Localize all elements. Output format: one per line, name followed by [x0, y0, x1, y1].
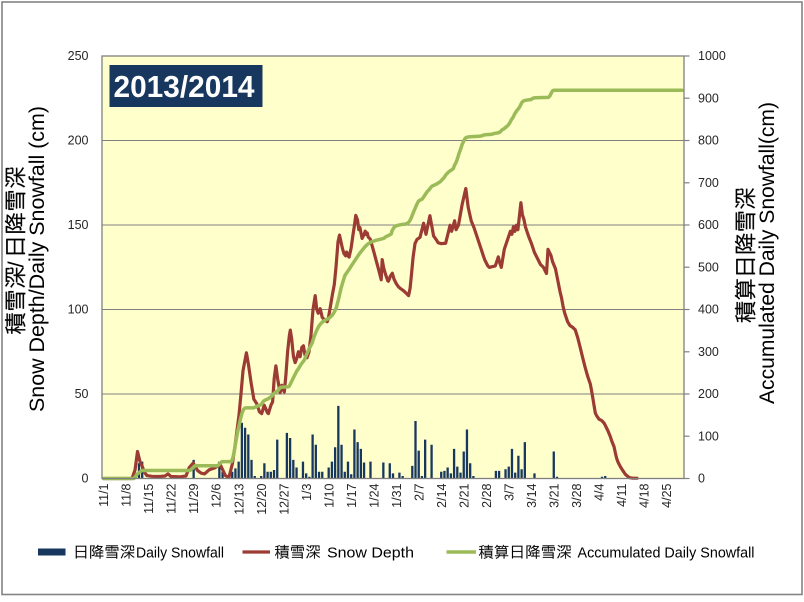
svg-text:1/24: 1/24 — [367, 483, 381, 507]
svg-text:400: 400 — [698, 303, 719, 317]
svg-text:11/8: 11/8 — [120, 483, 134, 506]
svg-text:4/18: 4/18 — [637, 483, 651, 507]
svg-text:250: 250 — [68, 49, 89, 63]
svg-text:12/20: 12/20 — [255, 483, 269, 514]
svg-text:2013/2014: 2013/2014 — [114, 70, 255, 104]
svg-text:3/28: 3/28 — [570, 483, 584, 507]
svg-text:Accumulated Daily Snowfall(cm): Accumulated Daily Snowfall(cm) — [756, 102, 779, 404]
svg-text:4/11: 4/11 — [615, 483, 629, 506]
svg-text:700: 700 — [698, 176, 719, 190]
svg-text:11/15: 11/15 — [142, 483, 156, 513]
svg-text:300: 300 — [698, 345, 719, 359]
svg-text:1000: 1000 — [698, 49, 726, 63]
svg-text:/: / — [4, 261, 29, 268]
svg-text:11/29: 11/29 — [187, 483, 201, 513]
svg-text:Snow Depth/Daily Snowfall (cm): Snow Depth/Daily Snowfall (cm) — [26, 106, 49, 412]
svg-text:11/22: 11/22 — [165, 483, 179, 513]
svg-text:3/7: 3/7 — [502, 483, 516, 500]
svg-text:900: 900 — [698, 92, 719, 106]
svg-text:800: 800 — [698, 134, 719, 148]
svg-text:600: 600 — [698, 218, 719, 232]
svg-text:500: 500 — [698, 260, 719, 274]
svg-text:12/6: 12/6 — [210, 483, 224, 507]
svg-text:4/4: 4/4 — [592, 483, 606, 500]
svg-text:50: 50 — [75, 387, 89, 401]
svg-text:0: 0 — [82, 472, 89, 486]
svg-text:2/14: 2/14 — [435, 483, 449, 507]
svg-text:200: 200 — [68, 134, 89, 148]
svg-text:Accumulated Daily Snowfall: Accumulated Daily Snowfall — [578, 546, 755, 562]
svg-text:1/10: 1/10 — [322, 483, 336, 507]
svg-text:2/28: 2/28 — [480, 483, 494, 507]
svg-text:3/21: 3/21 — [547, 483, 561, 507]
svg-text:1/31: 1/31 — [390, 483, 404, 507]
svg-text:2/7: 2/7 — [412, 483, 426, 500]
svg-text:4/25: 4/25 — [660, 483, 674, 507]
svg-text:2/21: 2/21 — [457, 483, 471, 507]
svg-text:11/1: 11/1 — [97, 483, 111, 506]
svg-text:100: 100 — [68, 303, 89, 317]
svg-text:100: 100 — [698, 429, 719, 443]
svg-text:12/27: 12/27 — [277, 483, 291, 514]
svg-text:3/14: 3/14 — [525, 483, 539, 507]
svg-text:200: 200 — [698, 387, 719, 401]
svg-text:1/3: 1/3 — [300, 483, 314, 500]
svg-text:12/13: 12/13 — [232, 483, 246, 514]
svg-text:150: 150 — [68, 218, 89, 232]
svg-text:Daily Snowfall: Daily Snowfall — [136, 546, 224, 562]
svg-text:Snow Depth: Snow Depth — [327, 546, 414, 562]
svg-text:1/17: 1/17 — [345, 483, 359, 507]
svg-text:0: 0 — [698, 472, 705, 486]
